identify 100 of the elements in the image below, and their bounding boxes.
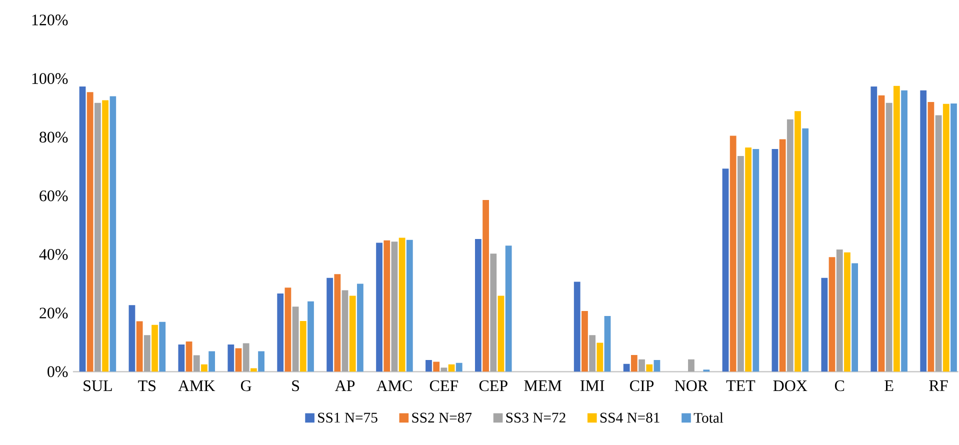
bar [178,344,185,372]
bar [498,296,504,372]
x-tick-label: RF [929,380,948,392]
bar [646,364,653,372]
bar [228,344,234,372]
legend-label: SS3 N=72 [506,412,566,423]
x-tick-label: CIP [630,380,654,392]
bar [349,296,356,372]
bar [406,240,413,372]
bar [475,239,482,372]
bar [821,278,828,372]
bar [79,86,86,372]
bar [102,100,108,372]
bar [128,305,136,372]
x-tick-label: SUL [84,380,112,392]
bar [308,302,314,372]
bar [356,284,364,372]
bar [193,355,200,372]
x-tick-label: NOR [674,380,708,392]
y-tick-label: 60% [40,190,68,202]
bar [136,321,143,372]
y-tick-label: 40% [39,249,68,260]
bar [752,149,760,372]
x-tick-label: MEM [524,380,562,392]
bar [448,364,455,372]
bar [852,263,858,372]
bar [935,115,942,372]
bar [201,364,208,372]
bar [828,257,836,372]
bar [86,92,94,372]
bar [928,102,934,372]
bar [688,360,694,372]
y-tick-label: 20% [40,308,68,319]
bar [186,342,192,372]
bar [738,156,744,372]
bar [208,351,216,372]
bar [277,294,284,372]
bar [94,103,101,372]
x-tick-label: CEF [430,380,458,392]
legend-label: Total [694,412,724,423]
bar [235,348,242,372]
bar [110,96,116,372]
bar [604,316,611,372]
bar [426,360,432,372]
bar [505,246,512,372]
x-tick-label: S [292,380,299,392]
bar [786,120,794,372]
bar [433,362,440,372]
bar [284,288,292,372]
bar [152,324,158,372]
bar [836,250,843,372]
bar [638,360,645,372]
bar [391,242,398,372]
y-tick-label: 80% [40,132,68,143]
y-tick-label: 0% [48,366,68,378]
bar [334,274,341,372]
bar [342,290,348,372]
x-tick-label: E [884,380,894,392]
bar [623,364,630,372]
bar [870,86,878,372]
bar [730,136,736,372]
bar [802,128,809,372]
bar [596,342,604,372]
y-tick-label: 120% [32,14,68,26]
bar [574,282,580,372]
bar [440,368,448,372]
bar [950,104,957,372]
bar [398,238,406,372]
bar [144,335,150,372]
bar [772,149,778,372]
bar [376,242,382,372]
bar [901,90,908,372]
bar [258,351,264,372]
x-tick-label: AMK [178,380,216,392]
x-tick-label: CEP [479,380,508,392]
x-tick-label: AMC [376,380,412,392]
bar [589,335,596,372]
x-tick-label: TET [726,380,756,392]
bar [654,360,660,372]
x-tick-label: DOX [773,380,808,392]
bar [582,311,588,372]
bar [844,252,850,372]
bar [745,148,752,372]
bar [384,240,390,372]
bar [794,111,801,372]
bar [159,322,166,372]
bar [250,368,257,372]
bar [242,343,250,372]
bar [886,103,892,372]
bar [920,90,927,372]
x-tick-label: TS [138,380,156,392]
bar [292,306,299,372]
bar [300,321,306,372]
x-tick-label: C [834,380,844,392]
legend-label: SS2 N=87 [412,412,472,423]
bar [326,278,334,372]
bar [893,86,900,372]
x-tick-label: AP [334,380,355,392]
bar [942,104,950,372]
x-tick-label: G [240,380,252,392]
